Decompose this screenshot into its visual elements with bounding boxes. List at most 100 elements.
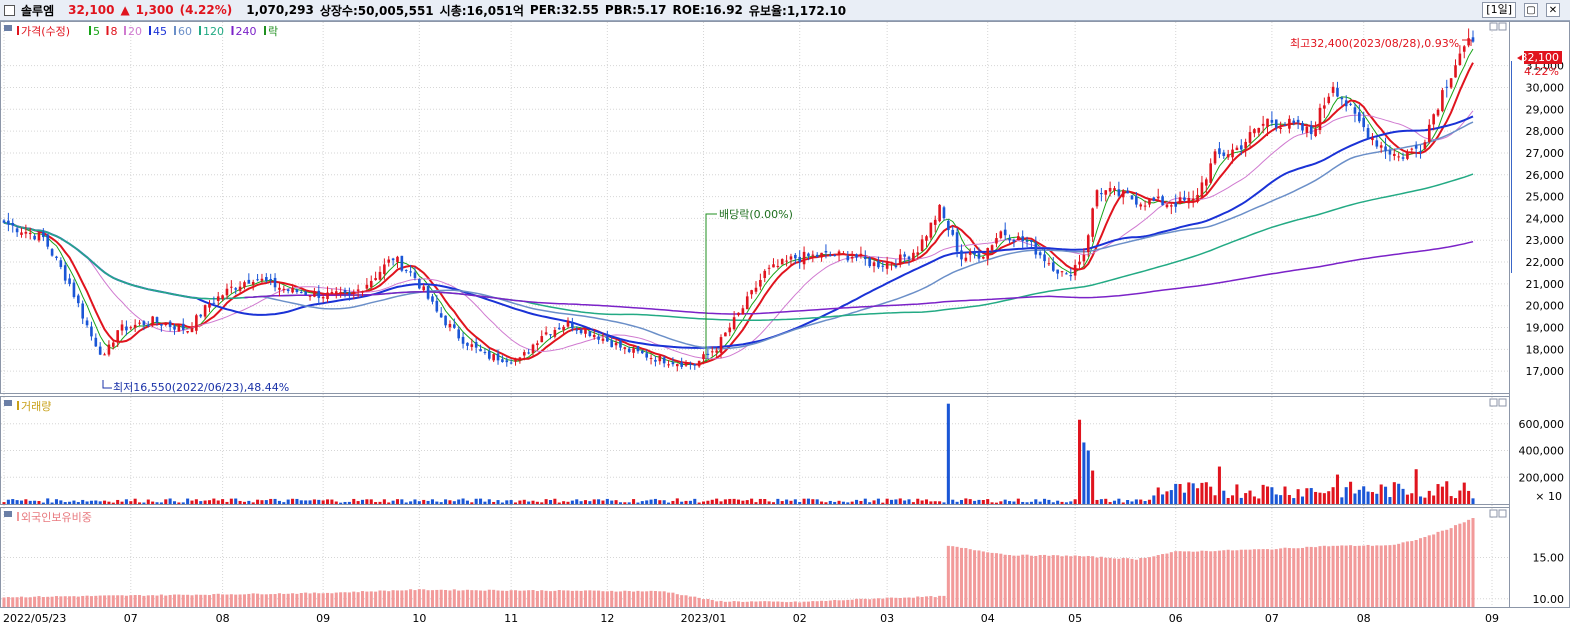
foreign-bar <box>986 552 990 607</box>
foreign-bar <box>977 550 981 607</box>
panel-close-icon[interactable] <box>1498 22 1507 31</box>
panel-close-icon[interactable] <box>1498 398 1507 407</box>
candle-body <box>1121 190 1125 198</box>
foreign-bar <box>1095 557 1099 607</box>
foreign-bar <box>1152 556 1156 607</box>
ma-legend-swatch <box>174 26 176 35</box>
candle-body <box>680 362 683 367</box>
volume-bar <box>1108 502 1112 504</box>
foreign-bar <box>645 591 649 607</box>
candle-body <box>1432 114 1435 125</box>
select-checkbox[interactable] <box>4 4 15 16</box>
foreign-bar <box>793 601 797 607</box>
candle-body <box>684 362 688 366</box>
panel-menu-icon[interactable] <box>4 511 12 517</box>
time-tick-label: 02 <box>793 612 807 625</box>
candle-body <box>820 252 823 258</box>
foreign-bar <box>308 593 312 607</box>
foreign-bar <box>483 590 487 607</box>
candle-body <box>846 255 850 261</box>
candle-body <box>216 296 220 301</box>
foreign-bar <box>1073 555 1077 607</box>
ma-legend-swatch <box>124 26 126 35</box>
timeframe-selector[interactable]: [1일] <box>1482 2 1516 18</box>
candle-body <box>361 291 364 293</box>
volume-bar <box>1331 487 1335 504</box>
volume-bar <box>548 500 553 504</box>
candle-body <box>1226 154 1230 158</box>
volume-bar <box>610 500 614 504</box>
candle-body <box>247 279 251 284</box>
foreign-bar <box>959 547 963 607</box>
volume-bar <box>299 500 303 504</box>
foreign-bar <box>741 601 745 607</box>
foreign-bar <box>723 601 727 607</box>
time-tick-label: 08 <box>216 612 230 625</box>
candle-body <box>160 323 163 326</box>
candle-body <box>1060 271 1064 273</box>
low-annotation: 최저16,550(2022/06/23),48.44% <box>113 381 289 394</box>
candle-body <box>1401 157 1405 159</box>
candle-body <box>815 254 819 258</box>
volume-tick-label: 600,000 <box>1519 418 1565 431</box>
volume-bar <box>295 498 299 504</box>
ma-legend-label: 20 <box>128 25 142 38</box>
panel-minimize-icon[interactable] <box>1489 22 1498 31</box>
ma-line-20 <box>3 110 1474 360</box>
volume-bar <box>697 502 701 504</box>
volume-bar <box>422 499 426 504</box>
foreign-bar <box>1432 534 1436 607</box>
foreign-bar <box>767 601 771 607</box>
volume-bar <box>1300 496 1305 504</box>
volume-bar <box>159 502 163 504</box>
foreign-bar <box>194 594 198 607</box>
foreign-bar <box>828 600 832 607</box>
panel-menu-icon[interactable] <box>4 25 12 31</box>
volume-bar <box>1314 491 1318 504</box>
candle-body <box>894 265 898 268</box>
volume-bar <box>758 498 762 504</box>
panel-minimize-icon[interactable] <box>1489 398 1498 407</box>
candle-body <box>807 253 810 257</box>
panel-close-icon[interactable] <box>1498 509 1507 518</box>
volume-bar <box>138 502 142 504</box>
minimize-icon[interactable]: ▢ <box>1524 3 1538 17</box>
price-legend-swatch <box>17 26 19 35</box>
foreign-bar <box>1340 545 1344 607</box>
candle-body <box>1056 269 1059 274</box>
volume-bar <box>671 500 675 504</box>
candle-body <box>1379 145 1383 148</box>
volume-legend-swatch <box>17 401 19 410</box>
volume-bar <box>951 499 955 504</box>
candle-body <box>356 289 360 291</box>
volume-bar <box>583 500 588 504</box>
panel-menu-icon[interactable] <box>4 400 12 406</box>
foreign-bar <box>422 589 426 607</box>
candle-body <box>291 287 294 293</box>
foreign-bar <box>172 594 177 607</box>
candle-body <box>1419 151 1422 153</box>
volume-bar <box>81 499 85 504</box>
foreign-bar <box>618 591 622 607</box>
candle-body <box>435 300 439 312</box>
foreign-bar <box>282 593 286 607</box>
candle-body <box>833 254 836 257</box>
panel-minimize-icon[interactable] <box>1489 509 1498 518</box>
time-tick-label: 11 <box>504 612 518 625</box>
foreign-bar <box>1283 547 1287 607</box>
candle-body <box>1331 86 1335 93</box>
volume-bar <box>614 500 618 504</box>
window-controls: [1일] ▢ ✕ <box>1482 2 1566 18</box>
foreign-bar <box>409 589 413 607</box>
volume-bar <box>592 499 596 504</box>
foreign-bar <box>1370 545 1374 607</box>
candle-body <box>374 278 377 281</box>
candle-body <box>1117 189 1121 196</box>
price-tick-label: 29,000 <box>1526 103 1565 116</box>
candle-body <box>295 289 299 293</box>
volume-bar <box>133 498 137 504</box>
close-icon[interactable]: ✕ <box>1546 3 1560 17</box>
foreign-bar <box>360 591 365 607</box>
candle-body <box>990 245 994 251</box>
